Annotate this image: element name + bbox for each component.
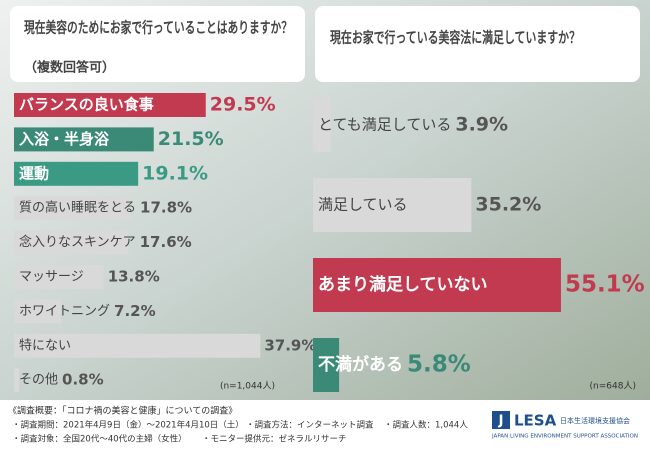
footer-item: ・調査方法：インターネット調査 bbox=[246, 420, 374, 431]
bar bbox=[313, 258, 561, 312]
value-label: 21.5% bbox=[158, 128, 224, 150]
sample-note: (n=648人) bbox=[590, 381, 636, 392]
bar bbox=[14, 230, 129, 255]
category-label: ホワイトニング bbox=[19, 304, 110, 319]
footer-item: ・調査対象：全国20代〜40代の主婦（女性） bbox=[12, 434, 187, 445]
logo-mark-bg bbox=[492, 411, 510, 429]
value-label: 5.8% bbox=[407, 352, 471, 378]
category-label: 質の高い睡眠をとる bbox=[19, 200, 136, 216]
value-label: 55.1% bbox=[565, 272, 645, 298]
bar bbox=[313, 338, 340, 392]
bar bbox=[14, 265, 104, 289]
bar bbox=[14, 368, 20, 393]
value-label: 17.6% bbox=[140, 233, 192, 251]
title-box bbox=[315, 6, 640, 82]
category-label: 念入りなスキンケア bbox=[19, 234, 136, 250]
footer-item: ・調査期間：2021年4月9日（金）〜2021年4月10日（土） bbox=[12, 420, 244, 431]
value-label: 19.1% bbox=[142, 162, 208, 184]
footer-bg bbox=[0, 400, 650, 450]
bar bbox=[14, 127, 154, 152]
bar bbox=[14, 299, 61, 324]
bar bbox=[313, 178, 472, 232]
chart-title: 現在お家で行っている美容法に満足していますか？ bbox=[330, 29, 580, 47]
value-label: 35.2% bbox=[475, 194, 541, 216]
category-label: マッサージ bbox=[19, 270, 84, 285]
category-label: 入浴・半身浴 bbox=[19, 130, 110, 148]
value-label: 17.8% bbox=[140, 199, 192, 217]
title-box bbox=[10, 6, 305, 82]
category-label: 満足している bbox=[318, 196, 408, 214]
footer-item: ・モニター提供元：ゼネラルリサーチ bbox=[202, 434, 347, 445]
category-label: 運動 bbox=[19, 164, 49, 182]
category-label: あまり満足していない bbox=[318, 274, 488, 295]
category-label: バランスの良い食事 bbox=[19, 96, 154, 114]
bar bbox=[14, 196, 130, 221]
value-label: 37.9% bbox=[264, 336, 316, 354]
value-label: 29.5% bbox=[210, 94, 276, 116]
category-label: その他 bbox=[19, 373, 58, 388]
chart-subtitle: （複数回答可） bbox=[24, 60, 115, 76]
footer-heading: 《調査概要：「コロナ禍の美容と健康」についての調査》 bbox=[8, 405, 237, 417]
value-label: 13.8% bbox=[108, 268, 160, 286]
logo-mark: J bbox=[498, 414, 504, 429]
bar bbox=[14, 93, 206, 117]
chart-title: 現在美容のためにお家で行っていることはありますか？ bbox=[24, 19, 292, 37]
logo-en: JAPAN LIVING ENVIRONMENT SUPPORT ASSOCIA… bbox=[491, 434, 638, 440]
bar bbox=[14, 161, 139, 186]
value-label: 3.9% bbox=[455, 114, 508, 136]
category-label: 特にない bbox=[19, 338, 71, 353]
logo-name: LESA bbox=[514, 412, 557, 430]
value-label: 7.2% bbox=[114, 302, 156, 320]
footer-item: ・調査人数：1,044人 bbox=[384, 420, 468, 431]
category-label: 不満がある bbox=[318, 354, 403, 375]
logo-jp: 日本生活環境支援協会 bbox=[560, 416, 630, 425]
sample-note: (n=1,044人) bbox=[220, 381, 275, 392]
bar bbox=[313, 98, 331, 152]
value-label: 0.8% bbox=[62, 371, 104, 389]
category-label: とても満足している bbox=[318, 116, 451, 134]
bar bbox=[14, 333, 261, 358]
